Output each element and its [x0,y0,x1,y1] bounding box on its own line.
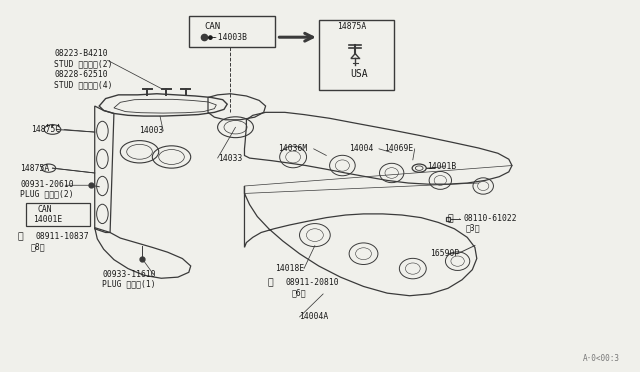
Text: 16590P: 16590P [430,249,460,258]
Text: 14004: 14004 [349,144,373,153]
Text: 14069E: 14069E [384,144,413,153]
Text: 14875C: 14875C [31,125,60,134]
Text: 08911-20810: 08911-20810 [285,278,339,287]
Text: 08911-10837: 08911-10837 [36,232,90,241]
Text: 14033: 14033 [218,154,242,163]
Text: 14875A: 14875A [337,22,367,31]
Text: Ⓑ: Ⓑ [448,214,454,223]
Text: （8）: （8） [31,242,45,251]
Text: 00933-11610: 00933-11610 [102,270,156,279]
Bar [189,16,275,46]
Text: PLUG プラグ(1): PLUG プラグ(1) [102,279,156,288]
Text: ⓝ: ⓝ [268,278,273,287]
Text: A·0<00:3: A·0<00:3 [582,354,620,363]
Text: 14001E: 14001E [33,215,63,224]
Text: 08110-61022: 08110-61022 [464,214,518,223]
Text: 08223-B4210: 08223-B4210 [54,49,108,58]
Text: （6）: （6） [291,288,306,297]
Text: （3）: （3） [466,224,481,232]
Text: PLUG プラグ(2): PLUG プラグ(2) [20,189,74,198]
Bar [26,203,90,226]
Text: USA: USA [350,70,368,79]
Text: 14003: 14003 [140,126,164,135]
Text: STUD スタッド(4): STUD スタッド(4) [54,80,113,89]
Text: STUD スタッド(2): STUD スタッド(2) [54,60,113,68]
Text: 14001B: 14001B [428,162,457,171]
Text: 08228-62510: 08228-62510 [54,70,108,79]
Text: 14018E: 14018E [275,264,305,273]
Text: ●-14003B: ●-14003B [208,33,247,42]
Text: 14004A: 14004A [300,312,329,321]
Text: CAN: CAN [205,22,221,31]
Text: 14875A: 14875A [20,164,50,173]
Text: ⓝ: ⓝ [18,232,24,241]
Text: 14036M: 14036M [278,144,308,153]
Text: CAN: CAN [37,205,52,214]
Bar [319,20,394,90]
Text: 00931-20610: 00931-20610 [20,180,74,189]
